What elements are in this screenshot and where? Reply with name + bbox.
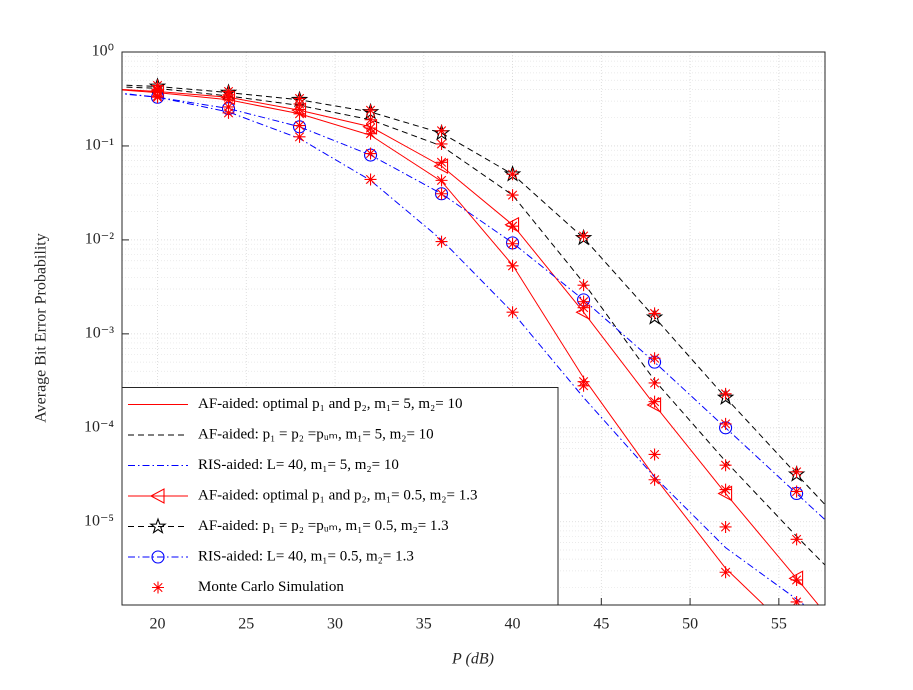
x-tick-label: 40 bbox=[505, 616, 521, 633]
series-line bbox=[122, 92, 806, 605]
marker bbox=[506, 237, 519, 250]
marker bbox=[791, 624, 803, 636]
marker bbox=[577, 295, 590, 308]
marker bbox=[790, 595, 803, 605]
marker bbox=[648, 352, 661, 365]
legend-label: RIS-aided: L= 40, m₁= 0.5, m₂= 1.3 bbox=[198, 548, 414, 564]
marker bbox=[577, 279, 590, 292]
marker bbox=[648, 376, 661, 389]
marker bbox=[222, 100, 235, 113]
marker bbox=[435, 124, 448, 137]
legend-label: RIS-aided: L= 40, m₁= 5, m₂= 10 bbox=[198, 457, 399, 473]
marker bbox=[645, 308, 664, 325]
marker bbox=[506, 259, 519, 272]
y-axis-label: Average Bit Error Probability bbox=[33, 233, 50, 422]
marker bbox=[790, 533, 803, 546]
y-tick-label: 10⁻⁵ bbox=[84, 512, 114, 529]
marker bbox=[293, 92, 306, 105]
marker bbox=[364, 173, 377, 186]
x-tick-label: 25 bbox=[238, 616, 254, 633]
y-tick-label: 10⁻² bbox=[85, 231, 114, 248]
y-tick-label: 10⁰ bbox=[92, 43, 114, 60]
y-tick-label: 10⁻³ bbox=[85, 325, 114, 342]
marker bbox=[719, 483, 732, 496]
marker bbox=[648, 448, 661, 461]
marker bbox=[577, 230, 590, 243]
ticks: 20 25 30 35 40 45 50 55 10⁰ 10⁻¹ 10⁻² 10⁻³ 10⁻⁴ 10⁻⁵ bbox=[84, 43, 787, 633]
x-tick-label: 55 bbox=[771, 616, 787, 633]
x-tick-label: 50 bbox=[682, 616, 698, 633]
series-line bbox=[122, 89, 765, 605]
series-line bbox=[122, 86, 825, 566]
x-tick-label: 45 bbox=[593, 616, 609, 633]
marker bbox=[151, 550, 165, 564]
legend-label: AF-aided: p₁ = p₂ =pᵤₘ, m₁= 5, m₂= 10 bbox=[198, 426, 434, 442]
marker bbox=[435, 174, 448, 187]
marker bbox=[790, 573, 803, 586]
legend-box bbox=[121, 387, 559, 606]
marker bbox=[222, 85, 235, 98]
series-layer bbox=[122, 77, 825, 636]
marker bbox=[506, 168, 519, 181]
marker bbox=[648, 395, 661, 408]
marker bbox=[151, 90, 164, 103]
marker bbox=[293, 103, 306, 116]
marker bbox=[790, 465, 803, 478]
legend: AF-aided: optimal p₁ and p₂, m₁= 5, m₂= … bbox=[121, 387, 559, 606]
legend-label: AF-aided: optimal p₁ and p₂, m₁= 0.5, m₂… bbox=[198, 487, 477, 503]
marker bbox=[435, 156, 448, 169]
legend-label: Monte Carlo Simulation bbox=[198, 579, 344, 595]
marker bbox=[293, 119, 306, 132]
marker bbox=[719, 387, 732, 400]
x-tick-label: 30 bbox=[327, 616, 343, 633]
marker bbox=[364, 122, 377, 135]
y-tick-label: 10⁻¹ bbox=[85, 137, 114, 154]
series-line bbox=[122, 84, 825, 506]
legend-label: AF-aided: optimal p₁ and p₂, m₁= 5, m₂= … bbox=[198, 396, 462, 412]
marker bbox=[364, 147, 377, 160]
marker bbox=[435, 137, 448, 150]
marker bbox=[435, 187, 448, 200]
marker bbox=[719, 520, 732, 533]
series-line bbox=[122, 93, 825, 521]
marker bbox=[151, 79, 164, 92]
x-axis-label: P (dB) bbox=[451, 651, 494, 668]
x-tick-label: 20 bbox=[150, 616, 166, 633]
marker bbox=[435, 235, 448, 248]
marker bbox=[719, 566, 732, 579]
marker bbox=[149, 488, 165, 504]
marker bbox=[719, 417, 732, 430]
x-tick-label: 35 bbox=[416, 616, 432, 633]
marker bbox=[293, 130, 306, 143]
marker bbox=[364, 113, 377, 126]
marker bbox=[152, 581, 164, 594]
y-tick-label: 10⁻⁴ bbox=[84, 418, 114, 435]
legend-label: AF-aided: p₁ = p₂ =pᵤₘ, m₁= 0.5, m₂= 1.3 bbox=[198, 518, 449, 534]
marker bbox=[506, 306, 519, 319]
marker bbox=[149, 517, 167, 534]
marker bbox=[364, 104, 377, 117]
marker bbox=[719, 459, 732, 472]
marker bbox=[716, 388, 735, 405]
marker bbox=[506, 189, 519, 202]
marker bbox=[506, 220, 519, 233]
series-line bbox=[122, 88, 820, 605]
marker bbox=[648, 307, 661, 320]
marker bbox=[648, 473, 661, 486]
marker bbox=[577, 379, 590, 392]
marker bbox=[790, 485, 803, 498]
